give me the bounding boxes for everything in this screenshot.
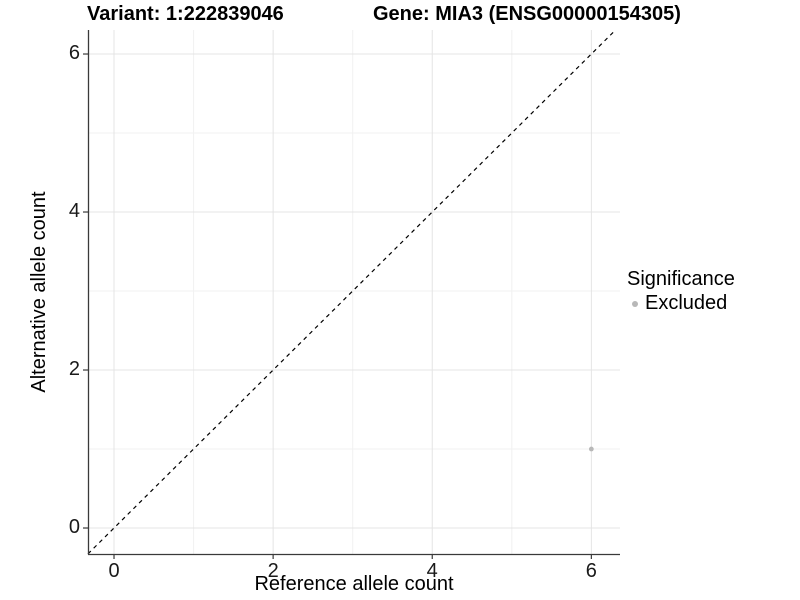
y-tick-label: 4 bbox=[68, 200, 80, 222]
variant-title: Variant: 1:222839046 bbox=[87, 3, 284, 25]
x-tick-label: 2 bbox=[267, 560, 279, 582]
y-tick-label: 2 bbox=[68, 358, 80, 380]
identity-reference-line bbox=[87, 29, 616, 555]
x-axis-title: Reference allele count bbox=[254, 573, 454, 595]
legend-point-icon bbox=[632, 300, 638, 307]
y-axis-title: Alternative allele count bbox=[28, 191, 50, 393]
data-point bbox=[588, 446, 594, 452]
legend: Significance Excluded bbox=[627, 267, 735, 315]
x-tick-label: 6 bbox=[585, 560, 597, 582]
legend-item-label: Excluded bbox=[645, 292, 728, 314]
x-tick-label: 0 bbox=[108, 560, 120, 582]
legend-title: Significance bbox=[627, 268, 735, 290]
gene-title: Gene: MIA3 (ENSG00000154305) bbox=[373, 3, 681, 25]
legend-item: Excluded bbox=[627, 292, 735, 315]
y-tick-label: 0 bbox=[68, 516, 80, 538]
x-tick-label: 4 bbox=[426, 560, 438, 582]
y-tick-label: 6 bbox=[68, 42, 80, 65]
